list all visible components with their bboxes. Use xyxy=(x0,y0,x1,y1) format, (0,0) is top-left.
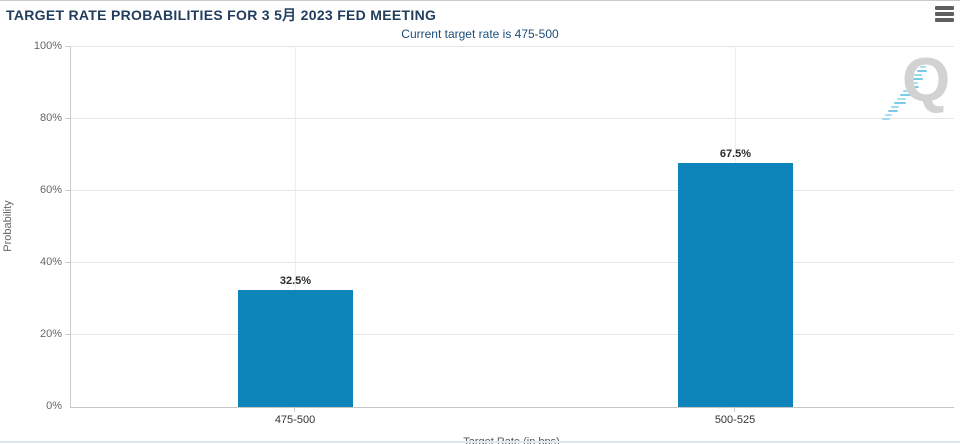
probability-bar-475-500[interactable] xyxy=(238,289,353,407)
y-tick-label: 100% xyxy=(33,40,62,52)
gridline xyxy=(71,190,954,191)
plot-area: 32.5% 67.5% xyxy=(70,46,954,408)
hamburger-menu-icon[interactable] xyxy=(935,6,955,24)
y-axis-title: Probability xyxy=(2,200,14,252)
y-tick-label: 0% xyxy=(46,400,62,412)
gridline xyxy=(295,46,296,407)
x-tickmark xyxy=(734,407,735,412)
bar-value-label: 67.5% xyxy=(719,148,752,161)
gridline xyxy=(71,334,954,335)
menu-bar xyxy=(935,12,954,16)
gridline xyxy=(71,118,954,119)
y-tickmark xyxy=(65,190,70,191)
probability-bar-500-525[interactable] xyxy=(678,163,793,407)
chart-subtitle: Current target rate is 475-500 xyxy=(401,27,559,41)
y-tick-label: 80% xyxy=(39,112,62,124)
y-tickmark xyxy=(65,334,70,335)
bar-column: 67.5% xyxy=(678,46,793,407)
y-tickmark xyxy=(65,262,70,263)
page-title: TARGET RATE PROBABILITIES FOR 3 5月 2023 … xyxy=(6,7,437,23)
x-axis-title: Target Rate (in bps) xyxy=(463,436,560,444)
y-tick-label: 20% xyxy=(39,328,62,340)
x-tick-label: 500-525 xyxy=(714,414,756,426)
bar-value-label: 32.5% xyxy=(279,274,312,287)
bottom-divider xyxy=(0,441,960,443)
menu-bar xyxy=(935,6,954,10)
x-tickmark xyxy=(294,407,295,412)
gridline xyxy=(71,262,954,263)
bar-column: 32.5% xyxy=(238,46,353,407)
x-tick-label: 475-500 xyxy=(274,414,316,426)
menu-bar xyxy=(935,18,954,22)
y-tick-label: 60% xyxy=(39,184,62,196)
y-tick-label: 40% xyxy=(39,256,62,268)
y-tickmark xyxy=(65,46,70,47)
y-tickmark xyxy=(65,118,70,119)
gridline xyxy=(71,46,954,47)
